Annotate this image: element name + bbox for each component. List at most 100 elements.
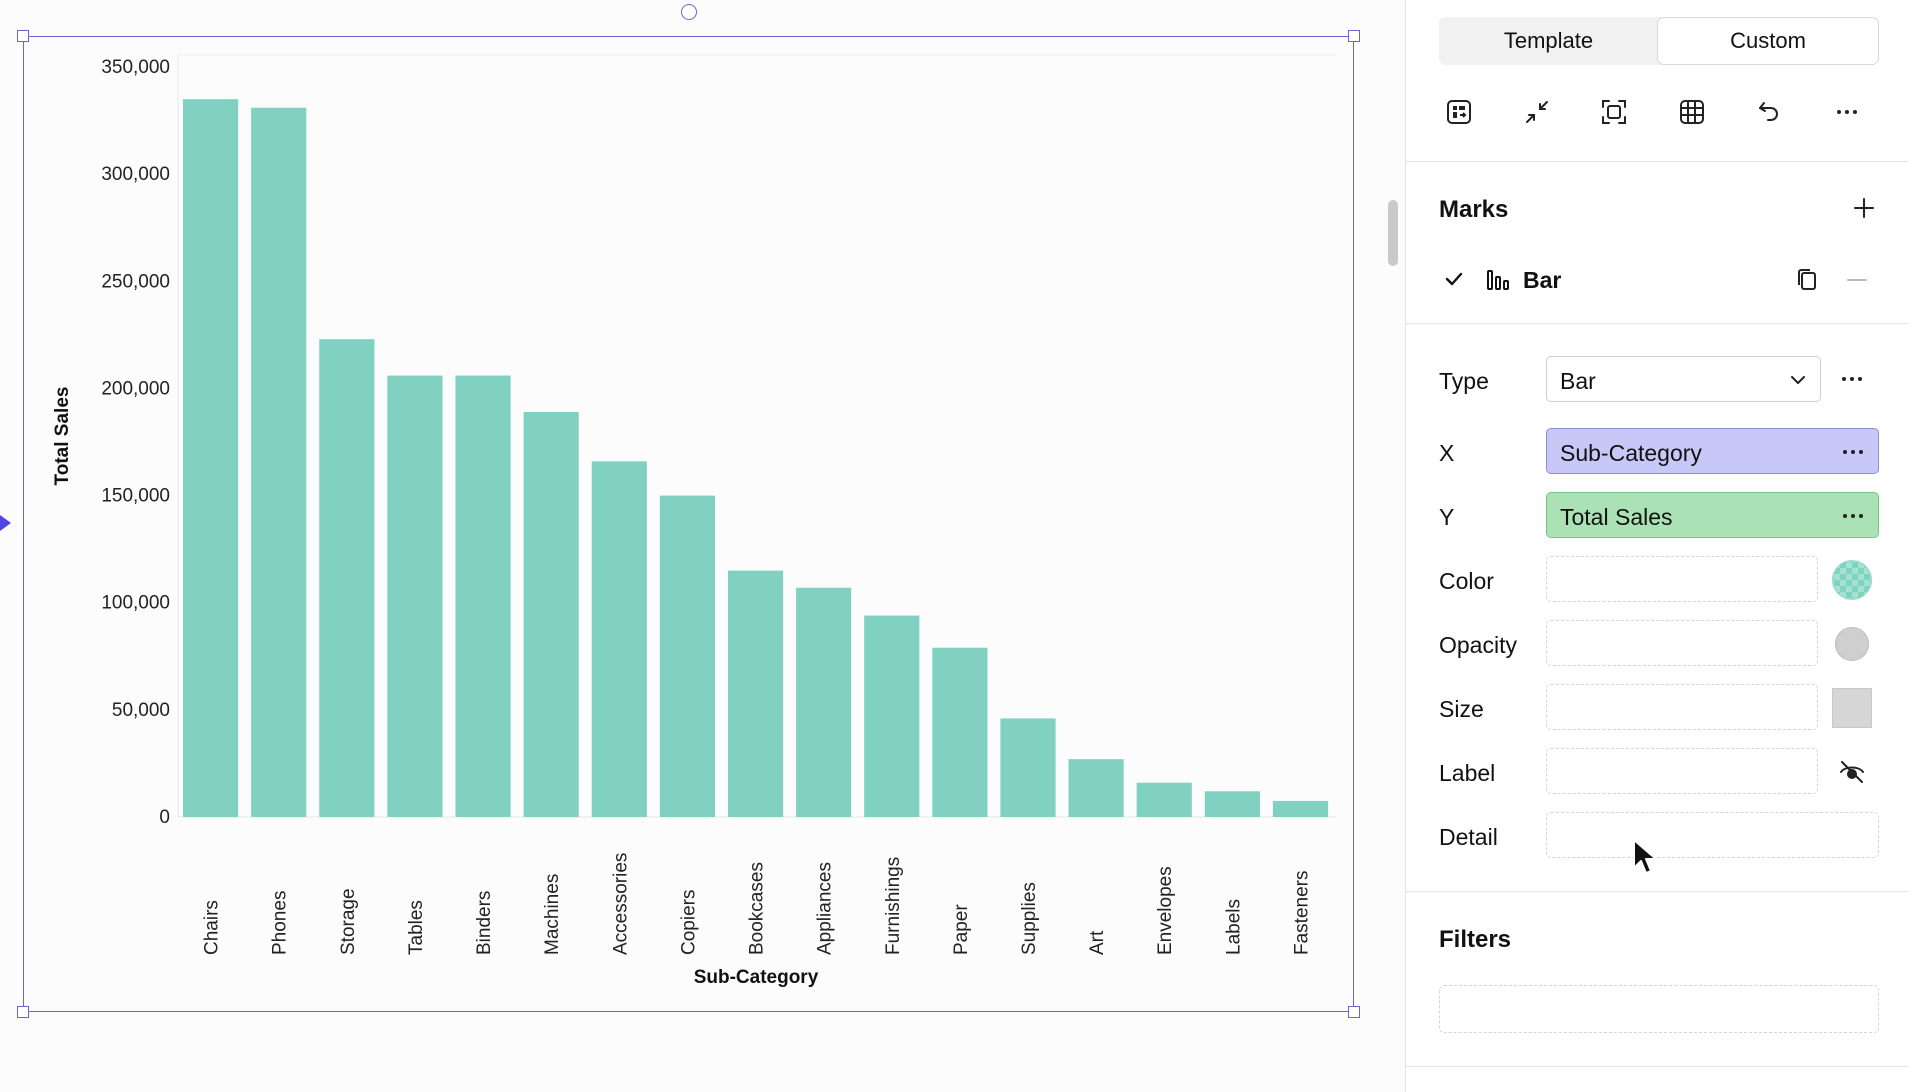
opacity-swatch[interactable] (1835, 627, 1869, 661)
add-mark-button[interactable] (1849, 193, 1879, 223)
side-arrow-icon[interactable] (0, 515, 11, 531)
table-icon[interactable] (1672, 92, 1712, 132)
bar-tables[interactable] (387, 375, 443, 817)
y-axis-title: Total Sales (52, 387, 73, 486)
color-dropzone[interactable] (1546, 556, 1818, 602)
type-label: Type (1439, 368, 1489, 394)
x-tick-label: Labels (1223, 899, 1244, 955)
type-select[interactable]: Bar (1546, 356, 1821, 402)
bar-chart[interactable]: 0 50,000 100,000 150,000 200,000 250,000 300,0… (0, 0, 1400, 1092)
x-label: X (1439, 440, 1455, 466)
bar-appliances[interactable] (796, 587, 852, 817)
focus-frame-icon[interactable] (1594, 92, 1634, 132)
detail-dropzone[interactable] (1546, 812, 1879, 858)
y-tick-label: 150,000 (101, 486, 170, 507)
detail-label: Detail (1439, 824, 1498, 850)
color-label: Color (1439, 568, 1494, 594)
rotate-handle[interactable] (681, 4, 697, 20)
label-dropzone[interactable] (1546, 748, 1818, 794)
label-visibility-toggle[interactable] (1832, 752, 1872, 792)
undo-icon[interactable] (1750, 92, 1790, 132)
size-swatch[interactable] (1832, 688, 1872, 728)
x-field-pill[interactable]: Sub-Category (1546, 428, 1879, 474)
bar-bookcases[interactable] (727, 570, 784, 817)
y-tick-label: 300,000 (101, 164, 170, 185)
resize-handle-top-left[interactable] (17, 30, 29, 42)
plus-icon (1854, 198, 1874, 218)
y-tick-label: 0 (159, 807, 170, 828)
y-field-pill[interactable]: Total Sales (1546, 492, 1879, 538)
chevron-down-icon (1791, 376, 1805, 384)
bar-machines[interactable] (523, 412, 579, 817)
check-icon[interactable] (1443, 268, 1465, 290)
chart-selection-frame[interactable] (23, 36, 1354, 1012)
bar-envelopes[interactable] (1136, 782, 1192, 817)
y-tick-label: 200,000 (101, 378, 170, 399)
x-tick-label: Binders (474, 891, 495, 955)
more-icon[interactable] (1827, 92, 1867, 132)
x-more-icon[interactable] (1840, 440, 1866, 464)
size-dropzone[interactable] (1546, 684, 1818, 730)
canvas-scrollbar[interactable] (1388, 200, 1398, 266)
chart-canvas[interactable]: 0 50,000 100,000 150,000 200,000 250,000 300,0… (0, 0, 1400, 1092)
properties-panel: Template Custom (1405, 0, 1908, 1092)
size-label: Size (1439, 696, 1484, 722)
mouse-cursor-icon (1633, 839, 1657, 874)
tab-custom[interactable]: Custom (1657, 17, 1879, 65)
resize-handle-top-right[interactable] (1348, 30, 1360, 42)
bar-labels[interactable] (1204, 791, 1260, 817)
x-tick-label: Tables (406, 900, 427, 955)
x-axis-title: Sub-Category (694, 967, 819, 988)
bar-copiers[interactable] (659, 495, 715, 817)
divider (1406, 323, 1908, 324)
bar-art[interactable] (1068, 759, 1124, 817)
swap-chart-icon[interactable] (1439, 92, 1479, 132)
color-swatch[interactable] (1832, 560, 1872, 600)
divider (1406, 891, 1908, 892)
eye-off-icon (1840, 761, 1864, 783)
size-row: Size (1439, 684, 1879, 732)
mode-tabs: Template Custom (1439, 17, 1879, 65)
y-tick-label: 50,000 (112, 700, 170, 721)
divider (1406, 1066, 1908, 1067)
y-more-icon[interactable] (1840, 504, 1866, 528)
y-row: Y Total Sales (1439, 492, 1879, 540)
x-tick-label: Chairs (202, 900, 223, 955)
y-tick-label: 100,000 (101, 593, 170, 614)
resize-handle-bottom-left[interactable] (17, 1006, 29, 1018)
y-tick-label: 250,000 (101, 271, 170, 292)
mark-row-bar[interactable]: Bar (1439, 262, 1879, 298)
opacity-row: Opacity (1439, 620, 1879, 668)
x-tick-label: Paper (951, 904, 972, 955)
x-tick-label: Furnishings (883, 857, 904, 955)
color-row: Color (1439, 556, 1879, 604)
type-row: Type Bar (1439, 356, 1879, 404)
bar-phones[interactable] (251, 107, 307, 817)
x-row: X Sub-Category (1439, 428, 1879, 476)
x-tick-label: Appliances (815, 862, 836, 955)
filters-dropzone[interactable] (1439, 985, 1879, 1033)
opacity-dropzone[interactable] (1546, 620, 1818, 666)
bar-fasteners[interactable] (1272, 800, 1329, 817)
type-more-icon[interactable] (1837, 366, 1867, 392)
resize-handle-bottom-right[interactable] (1348, 1006, 1360, 1018)
bar-binders[interactable] (455, 375, 511, 817)
bar-storage[interactable] (319, 339, 375, 817)
y-tick-label: 350,000 (101, 57, 170, 78)
x-tick-label: Storage (338, 888, 359, 955)
label-row: Label (1439, 748, 1879, 796)
bar-chairs[interactable] (183, 99, 239, 817)
bar-paper[interactable] (932, 647, 988, 817)
detail-row: Detail (1439, 812, 1879, 860)
remove-mark-icon[interactable] (1844, 267, 1870, 293)
copy-icon[interactable] (1794, 267, 1820, 293)
tab-template[interactable]: Template (1503, 28, 1594, 53)
collapse-icon[interactable] (1517, 92, 1557, 132)
bar-supplies[interactable] (1000, 718, 1056, 817)
x-tick-label: Accessories (610, 853, 631, 955)
x-field-value: Sub-Category (1560, 440, 1702, 466)
mark-label: Bar (1523, 267, 1562, 293)
bar-accessories[interactable] (591, 461, 647, 817)
x-tick-label: Art (1087, 930, 1108, 955)
bar-furnishings[interactable] (864, 615, 920, 817)
